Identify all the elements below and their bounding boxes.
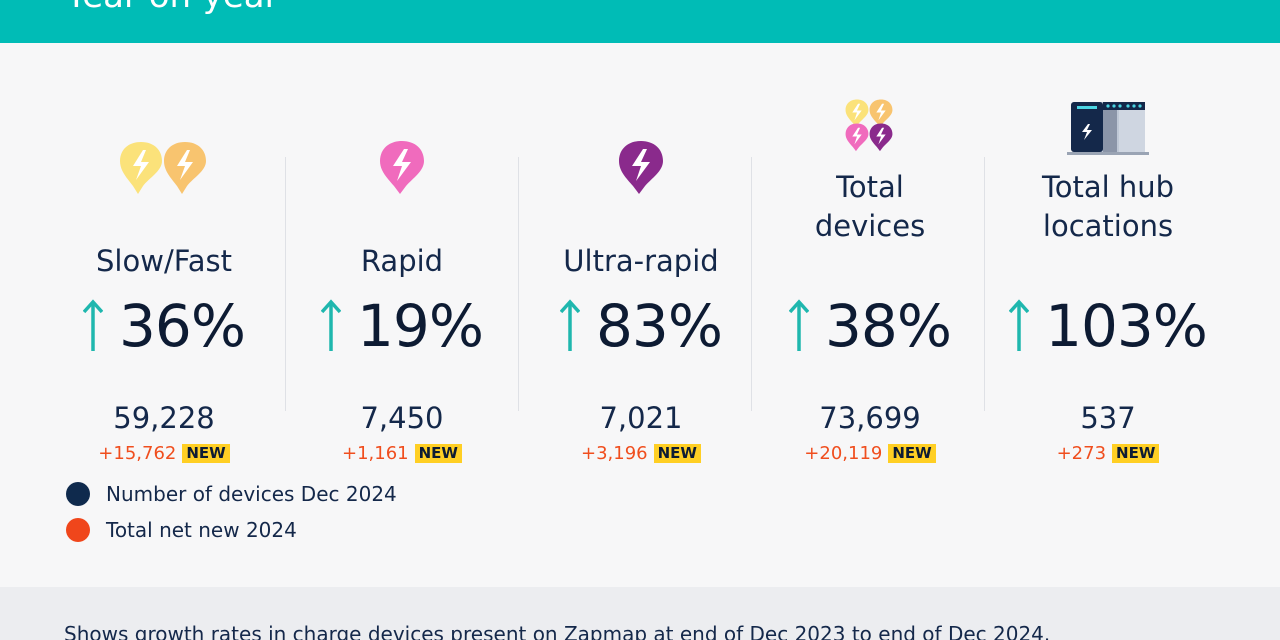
total-devices-icon [753, 96, 987, 154]
stat-label: Rapid [360, 244, 444, 278]
growth-percent: 83% [596, 292, 723, 360]
up-arrow-icon [321, 299, 342, 353]
footer: Shows growth rates in charge devices pre… [0, 587, 1280, 640]
stats-panel: Slow/Fast 36% 59,228 +15,762 NEW Rapid [0, 43, 1280, 587]
device-count: 7,021 [599, 401, 683, 435]
net-new-value: +20,119 [804, 442, 883, 464]
stat-ultra-rapid: Ultra-rapid 83% 7,021 +3,196 NEW [524, 138, 758, 478]
up-arrow-icon [789, 299, 810, 353]
device-count: 7,450 [360, 401, 444, 435]
stat-label: Ultra-rapid [563, 244, 719, 278]
column-divider [751, 157, 752, 411]
growth-percent: 38% [825, 292, 952, 360]
stat-label: Slow/Fast [96, 244, 232, 278]
device-count: 73,699 [819, 401, 921, 435]
growth-percent: 19% [357, 292, 484, 360]
stat-total-devices: Total devices 38% 73,699 +20,119 NEW [753, 99, 987, 478]
hub-location-icon [991, 100, 1225, 156]
up-arrow-icon [560, 299, 581, 353]
stat-label: Total devices [814, 170, 926, 243]
net-new-value: +1,161 [342, 442, 409, 464]
column-divider [285, 157, 286, 411]
growth-percent: 36% [119, 292, 246, 360]
net-new-value: +273 [1056, 442, 1107, 464]
net-new-value: +15,762 [98, 442, 177, 464]
legend-item-net-new: Total net new 2024 [66, 517, 297, 543]
net-new-value: +3,196 [581, 442, 648, 464]
legend-item-devices: Number of devices Dec 2024 [66, 481, 397, 507]
page-title: Year-on-year [66, 0, 279, 16]
new-badge: NEW [888, 443, 936, 463]
legend-label: Number of devices Dec 2024 [106, 482, 397, 506]
header-bar: Year-on-year [0, 0, 1280, 43]
stat-slow-fast: Slow/Fast 36% 59,228 +15,762 NEW [47, 138, 281, 478]
legend-label: Total net new 2024 [106, 518, 297, 542]
device-count: 537 [1080, 401, 1136, 435]
new-badge: NEW [653, 443, 701, 463]
rapid-charger-icon [285, 138, 519, 196]
new-badge: NEW [1112, 443, 1160, 463]
stat-label: Total hub locations [1041, 170, 1175, 243]
stat-rapid: Rapid 19% 7,450 +1,161 NEW [285, 138, 519, 478]
up-arrow-icon [83, 299, 104, 353]
stat-total-hub-locations: Total hub locations 103% 537 +273 NEW [991, 102, 1225, 478]
new-badge: NEW [414, 443, 462, 463]
legend-dot-navy [66, 482, 90, 506]
new-badge: NEW [182, 443, 230, 463]
ultra-rapid-charger-icon [524, 138, 758, 196]
legend-dot-orange [66, 518, 90, 542]
column-divider [518, 157, 519, 411]
slow-fast-charger-icon [47, 138, 281, 196]
device-count: 59,228 [113, 401, 215, 435]
growth-percent: 103% [1045, 292, 1208, 360]
up-arrow-icon [1009, 299, 1030, 353]
column-divider [984, 157, 985, 411]
footnote: Shows growth rates in charge devices pre… [64, 622, 1051, 640]
